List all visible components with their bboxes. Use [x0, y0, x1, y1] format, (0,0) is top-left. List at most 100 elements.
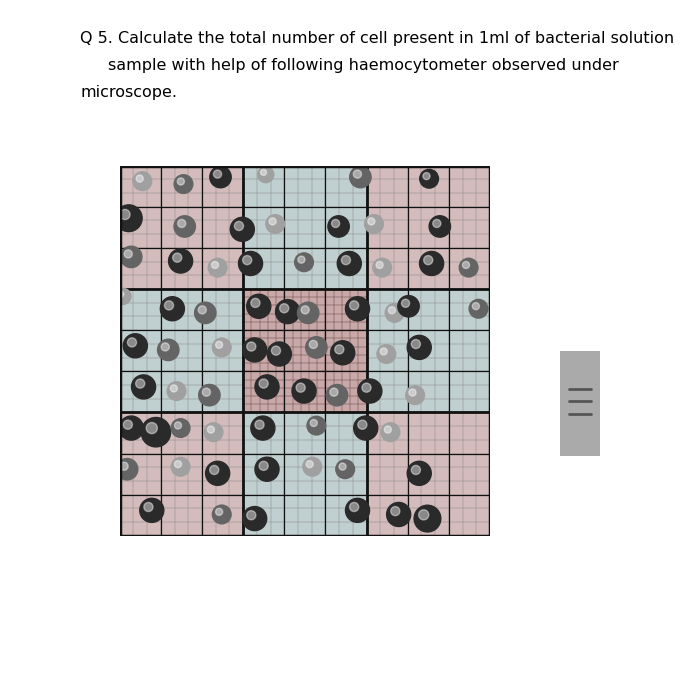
- Circle shape: [419, 251, 444, 276]
- Circle shape: [207, 426, 214, 433]
- Circle shape: [380, 348, 387, 355]
- Circle shape: [469, 300, 488, 318]
- Circle shape: [170, 385, 177, 392]
- Circle shape: [124, 250, 132, 258]
- Circle shape: [260, 170, 267, 176]
- Circle shape: [172, 419, 190, 437]
- Circle shape: [259, 379, 268, 388]
- Circle shape: [354, 170, 361, 178]
- Circle shape: [307, 416, 326, 435]
- Circle shape: [328, 216, 349, 237]
- Circle shape: [342, 255, 351, 265]
- Circle shape: [298, 256, 305, 263]
- Circle shape: [127, 338, 136, 347]
- Bar: [243, 165, 367, 289]
- Circle shape: [198, 306, 206, 314]
- FancyBboxPatch shape: [558, 343, 602, 464]
- Circle shape: [115, 288, 131, 304]
- Circle shape: [136, 175, 144, 182]
- Circle shape: [210, 166, 231, 188]
- Circle shape: [164, 301, 174, 310]
- Circle shape: [336, 460, 354, 479]
- Circle shape: [210, 465, 219, 475]
- Circle shape: [172, 458, 190, 476]
- Circle shape: [301, 306, 309, 314]
- Circle shape: [177, 178, 184, 185]
- Circle shape: [255, 375, 279, 399]
- Circle shape: [269, 218, 276, 225]
- Circle shape: [433, 219, 441, 227]
- Circle shape: [306, 336, 327, 358]
- Circle shape: [120, 462, 128, 471]
- Circle shape: [246, 511, 256, 520]
- Circle shape: [230, 217, 254, 241]
- Circle shape: [116, 458, 138, 480]
- Circle shape: [251, 298, 260, 308]
- Circle shape: [279, 304, 289, 313]
- Circle shape: [326, 385, 348, 406]
- Circle shape: [141, 417, 171, 447]
- Circle shape: [161, 343, 169, 351]
- Circle shape: [206, 461, 230, 486]
- Circle shape: [346, 297, 370, 321]
- Circle shape: [132, 375, 155, 399]
- Circle shape: [373, 258, 391, 277]
- Circle shape: [298, 302, 318, 323]
- Circle shape: [296, 383, 305, 392]
- Bar: [120, 289, 490, 413]
- Circle shape: [212, 505, 231, 524]
- Circle shape: [259, 461, 268, 471]
- Circle shape: [216, 508, 223, 516]
- Circle shape: [173, 253, 182, 262]
- Circle shape: [216, 341, 223, 349]
- Circle shape: [330, 340, 355, 365]
- Circle shape: [158, 339, 179, 361]
- Circle shape: [292, 379, 316, 403]
- Circle shape: [402, 299, 409, 307]
- Text: Q 5. Calculate the total number of cell present in 1ml of bacterial solution: Q 5. Calculate the total number of cell …: [80, 31, 675, 46]
- Circle shape: [309, 340, 317, 349]
- Circle shape: [335, 345, 344, 354]
- Circle shape: [174, 175, 193, 193]
- Text: sample with help of following haemocytometer observed under: sample with help of following haemocytom…: [108, 58, 620, 73]
- Circle shape: [167, 381, 186, 400]
- Circle shape: [407, 461, 431, 486]
- Circle shape: [212, 338, 231, 357]
- Circle shape: [339, 463, 346, 470]
- Circle shape: [204, 423, 223, 441]
- Circle shape: [119, 416, 144, 440]
- Circle shape: [133, 172, 152, 191]
- Circle shape: [234, 221, 244, 231]
- Circle shape: [459, 258, 478, 277]
- Circle shape: [386, 503, 411, 526]
- Circle shape: [246, 342, 256, 351]
- Circle shape: [429, 216, 451, 237]
- Circle shape: [202, 388, 211, 396]
- Circle shape: [116, 205, 142, 232]
- Circle shape: [140, 498, 164, 522]
- Circle shape: [120, 247, 142, 268]
- Circle shape: [123, 334, 148, 358]
- Circle shape: [424, 255, 433, 265]
- Circle shape: [174, 216, 195, 237]
- Circle shape: [398, 296, 419, 317]
- Circle shape: [211, 262, 218, 268]
- Circle shape: [272, 346, 281, 355]
- Circle shape: [406, 386, 424, 405]
- Circle shape: [146, 422, 158, 434]
- Circle shape: [473, 302, 480, 310]
- Bar: [243, 413, 367, 536]
- Circle shape: [276, 300, 300, 323]
- Circle shape: [409, 389, 416, 396]
- Circle shape: [407, 335, 431, 360]
- Circle shape: [385, 304, 404, 322]
- Circle shape: [337, 251, 361, 276]
- Circle shape: [384, 426, 391, 433]
- Circle shape: [350, 166, 371, 188]
- Circle shape: [310, 419, 317, 426]
- Circle shape: [246, 294, 271, 318]
- Circle shape: [258, 167, 274, 183]
- Circle shape: [303, 458, 321, 476]
- Circle shape: [463, 262, 470, 268]
- Circle shape: [239, 251, 262, 276]
